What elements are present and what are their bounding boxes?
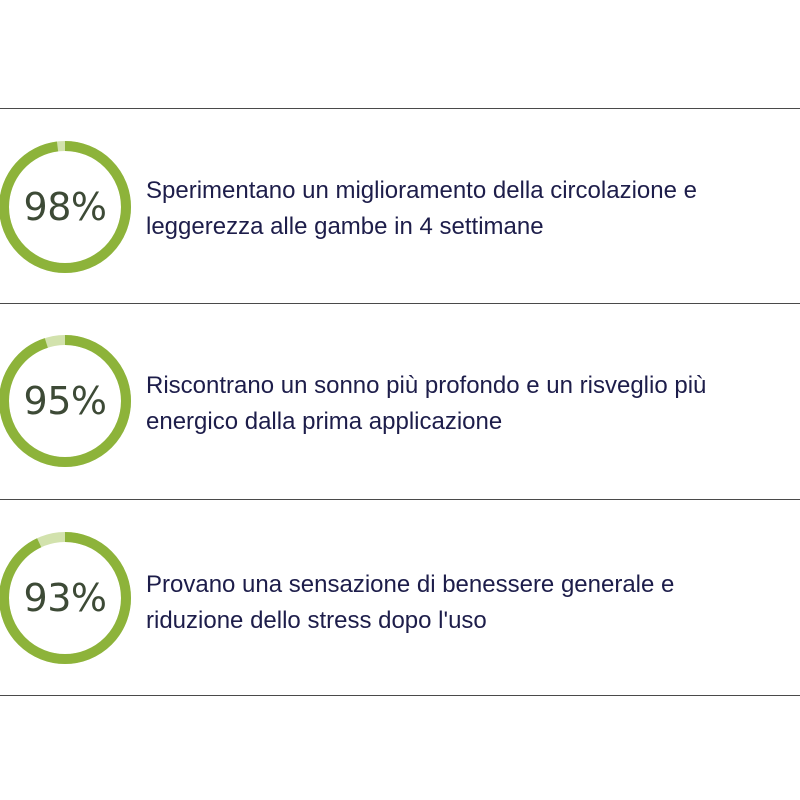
stat-description-2: Riscontrano un sonno più profondo e un r… (146, 368, 786, 440)
progress-ring-2 (0, 335, 131, 467)
stat-description-1: Sperimentano un miglioramento della circ… (146, 173, 786, 245)
stat-description-3-line1: Provano una sensazione di benessere gene… (146, 571, 675, 598)
progress-ring-svg (0, 141, 131, 273)
stat-description-1-line1: Sperimentano un miglioramento della circ… (146, 177, 697, 204)
divider-1 (0, 303, 800, 304)
stat-description-3-line2: riduzione dello stress dopo l'uso (146, 607, 487, 634)
stat-description-2-line2: energico dalla prima applicazione (146, 408, 503, 435)
stat-description-1-line2: leggerezza alle gambe in 4 settimane (146, 213, 544, 240)
progress-ring-fill (0, 141, 131, 273)
stat-row-2: 95% Riscontrano un sonno più profondo e … (0, 335, 800, 530)
divider-2 (0, 499, 800, 500)
divider-top (0, 108, 800, 109)
progress-ring-fill (0, 335, 131, 467)
stat-description-3: Provano una sensazione di benessere gene… (146, 567, 786, 639)
progress-ring-svg (0, 532, 131, 664)
progress-ring-fill (0, 532, 131, 664)
progress-ring-1 (0, 141, 131, 273)
divider-bottom (0, 695, 800, 696)
stat-row-1: 98% Sperimentano un miglioramento della … (0, 141, 800, 336)
stat-description-2-line1: Riscontrano un sonno più profondo e un r… (146, 372, 707, 399)
progress-ring-svg (0, 335, 131, 467)
progress-ring-3 (0, 532, 131, 664)
stat-row-3: 93% Provano una sensazione di benessere … (0, 532, 800, 727)
